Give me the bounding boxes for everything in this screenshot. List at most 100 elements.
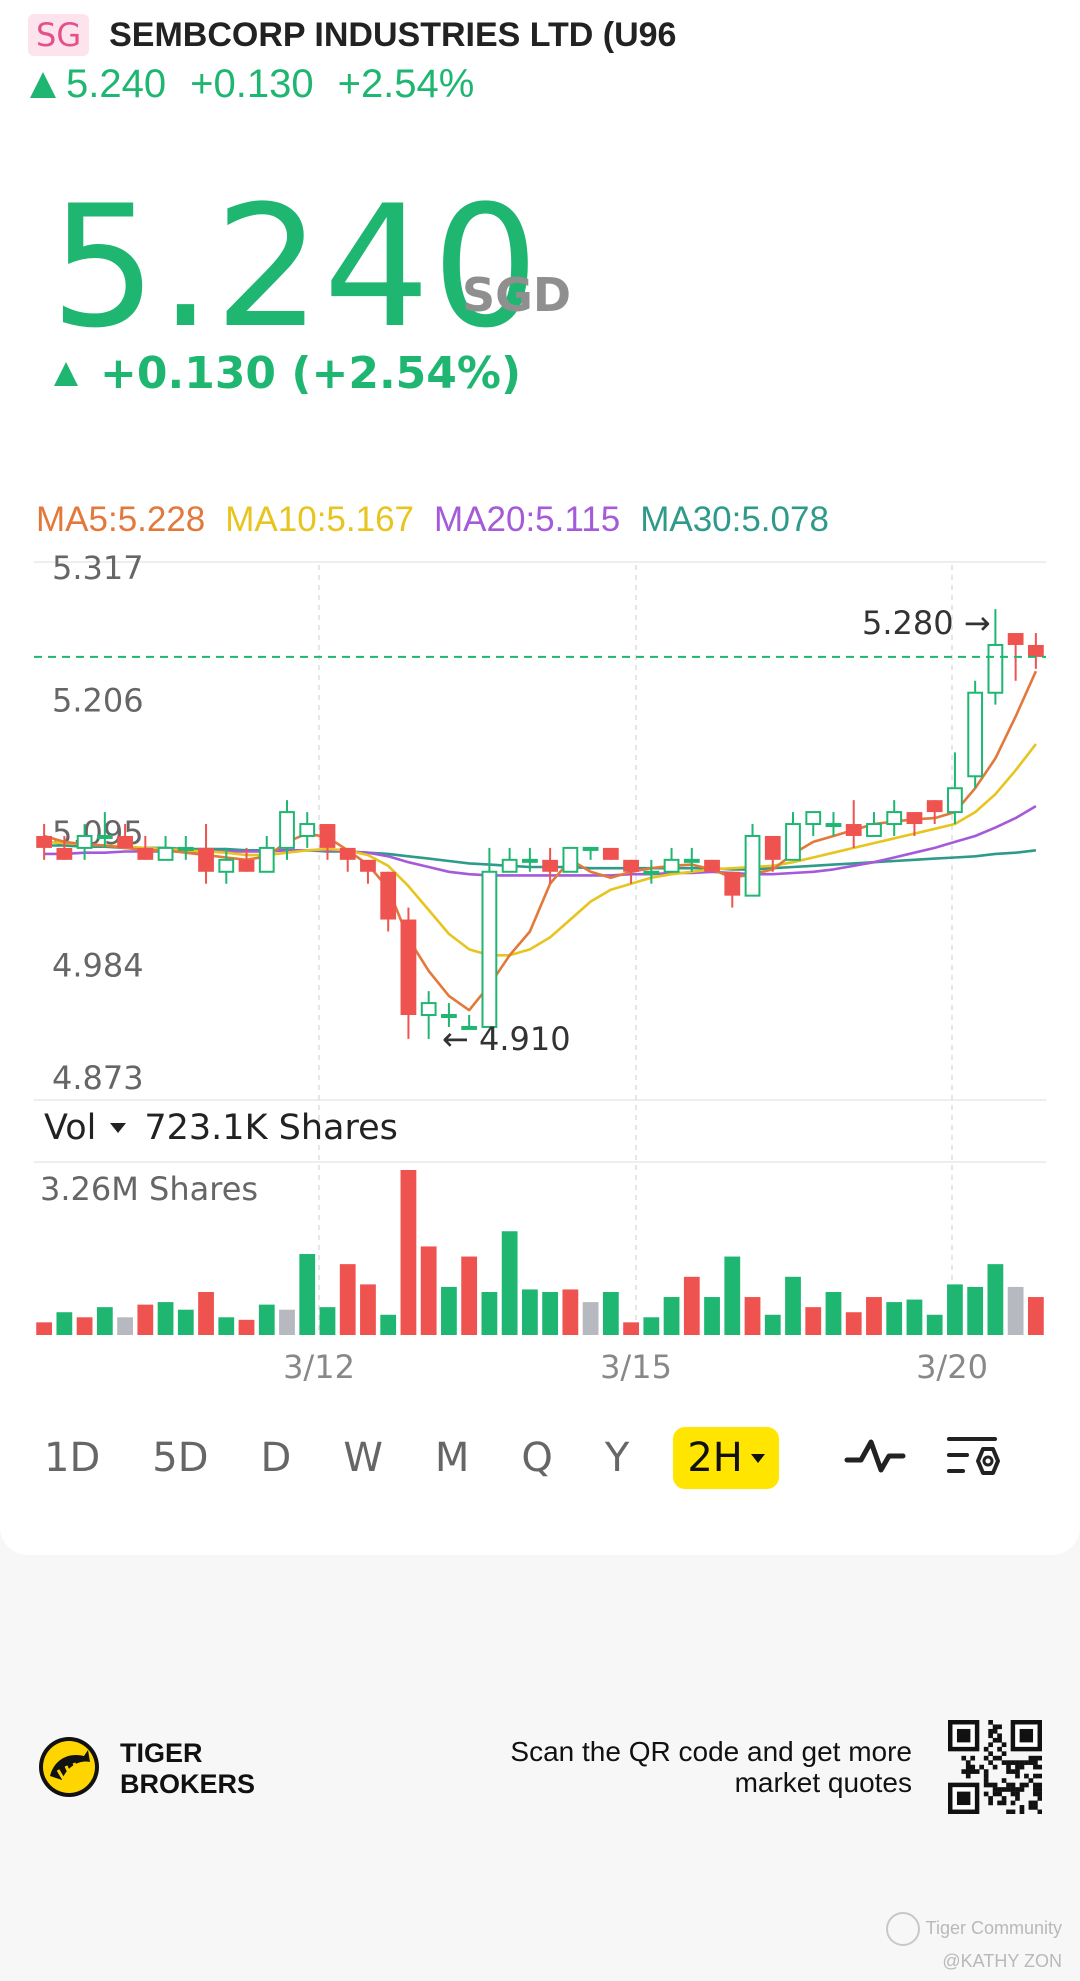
qr-module — [1019, 1782, 1025, 1788]
volume-bar — [663, 1297, 680, 1335]
qr-module — [988, 1751, 993, 1757]
qr-module — [1024, 1782, 1029, 1788]
candle-body — [339, 847, 356, 860]
y-tick-label: 5.317 — [52, 549, 144, 587]
candle-body — [279, 811, 295, 849]
tab-1d[interactable]: 1D — [44, 1435, 101, 1481]
candle-body — [461, 1025, 478, 1030]
candle-body — [238, 859, 255, 872]
qr-module — [1001, 1796, 1007, 1801]
y-tick-label: 4.873 — [52, 1059, 144, 1097]
qr-module — [1015, 1787, 1020, 1792]
candle-body — [521, 858, 538, 863]
tab-2h[interactable]: 2H — [673, 1427, 779, 1489]
qr-module — [970, 1755, 976, 1761]
volume-bar — [866, 1297, 882, 1335]
volume-bar — [886, 1302, 903, 1335]
candle-body — [764, 835, 781, 860]
qr-module — [1006, 1809, 1011, 1814]
brand-line-2: BROKERS — [120, 1769, 256, 1799]
last-price: 5.240 — [50, 169, 541, 365]
qr-module — [970, 1769, 976, 1774]
y-tick-label: 4.984 — [52, 947, 144, 985]
qr-module — [1010, 1769, 1016, 1774]
volume-bar — [420, 1246, 437, 1335]
volume-bar — [764, 1314, 781, 1335]
tab-year[interactable]: Y — [604, 1435, 630, 1481]
volume-selector[interactable]: Vol 723.1K Shares — [44, 1108, 398, 1148]
max-price-label: 5.280 → — [862, 604, 991, 642]
qr-code — [948, 1720, 1042, 1814]
candle-body — [744, 834, 761, 897]
candle-body — [1007, 633, 1024, 645]
watermark-line-2: @KATHY ZON — [942, 1951, 1062, 1971]
candle-body — [157, 846, 174, 861]
volume-bar — [481, 1291, 498, 1335]
qr-module — [983, 1782, 989, 1788]
qr-module — [961, 1769, 967, 1774]
qr-module — [1033, 1755, 1038, 1761]
qr-module — [1033, 1760, 1038, 1765]
stock-title: SEMBCORP INDUSTRIES LTD (U96 — [109, 15, 677, 54]
qr-module — [1015, 1760, 1020, 1765]
indicator-icon[interactable] — [843, 1434, 907, 1482]
qr-module — [1010, 1791, 1016, 1797]
volume-bar — [238, 1319, 255, 1335]
qr-module — [1028, 1755, 1034, 1761]
qr-module — [992, 1787, 998, 1792]
tab-day[interactable]: D — [260, 1435, 292, 1481]
volume-bar — [542, 1291, 559, 1335]
volume-bar — [1027, 1297, 1044, 1335]
y-tick-label: 5.206 — [52, 682, 144, 720]
qr-module — [1015, 1764, 1020, 1770]
qr-module — [1001, 1800, 1007, 1806]
qr-finder — [1019, 1728, 1034, 1743]
period-tabs: 1D 5D D W M Q Y 2H — [44, 1420, 1044, 1496]
volume-bar — [562, 1289, 579, 1335]
volume-bar — [218, 1317, 235, 1335]
candle-body — [420, 1002, 437, 1017]
qr-module — [1037, 1791, 1042, 1797]
qr-module — [992, 1724, 998, 1730]
qr-module — [1015, 1791, 1020, 1797]
x-tick-label: 3/12 — [283, 1348, 355, 1386]
candle-body — [380, 871, 397, 920]
market-badge: SG — [28, 14, 90, 56]
qr-module — [992, 1737, 998, 1743]
chart-settings-icon[interactable] — [945, 1431, 1001, 1485]
qr-module — [1033, 1773, 1038, 1779]
volume-bar — [56, 1312, 73, 1335]
volume-value: 723.1K Shares — [144, 1108, 398, 1148]
tab-month[interactable]: M — [434, 1435, 470, 1481]
qr-module — [1037, 1809, 1042, 1814]
tab-5d[interactable]: 5D — [152, 1435, 209, 1481]
qr-module — [997, 1724, 1002, 1730]
candle-body — [967, 691, 984, 778]
candle-body — [663, 858, 680, 873]
tab-quarter[interactable]: Q — [521, 1435, 553, 1481]
candle-body — [360, 859, 376, 872]
share-footer: TIGER BROKERS Scan the QR code and get m… — [38, 1720, 1042, 1840]
volume-bar — [805, 1307, 822, 1335]
tab-week[interactable]: W — [343, 1435, 383, 1481]
header-change-pct: +2.54% — [337, 62, 475, 106]
qr-module — [1010, 1782, 1016, 1788]
qr-module — [965, 1760, 971, 1765]
candle-body — [562, 846, 579, 873]
candle-body — [987, 643, 1004, 694]
tiger-logo-icon — [39, 1737, 99, 1797]
candle-body — [643, 870, 660, 875]
scan-text: Scan the QR code and get more market quo… — [510, 1736, 912, 1798]
qr-module — [1033, 1791, 1038, 1797]
candle-body — [501, 858, 518, 873]
qr-module — [997, 1755, 1002, 1761]
qr-module — [1015, 1796, 1020, 1801]
volume-bar — [845, 1312, 862, 1335]
ma-legend[interactable]: MA5:5.228 MA10:5.167 MA20:5.115 MA30:5.0… — [36, 500, 829, 540]
volume-bar — [117, 1317, 133, 1335]
qr-finder — [956, 1791, 971, 1806]
volume-bar — [724, 1256, 741, 1335]
candle-body — [198, 847, 214, 872]
up-arrow-icon — [54, 361, 78, 386]
